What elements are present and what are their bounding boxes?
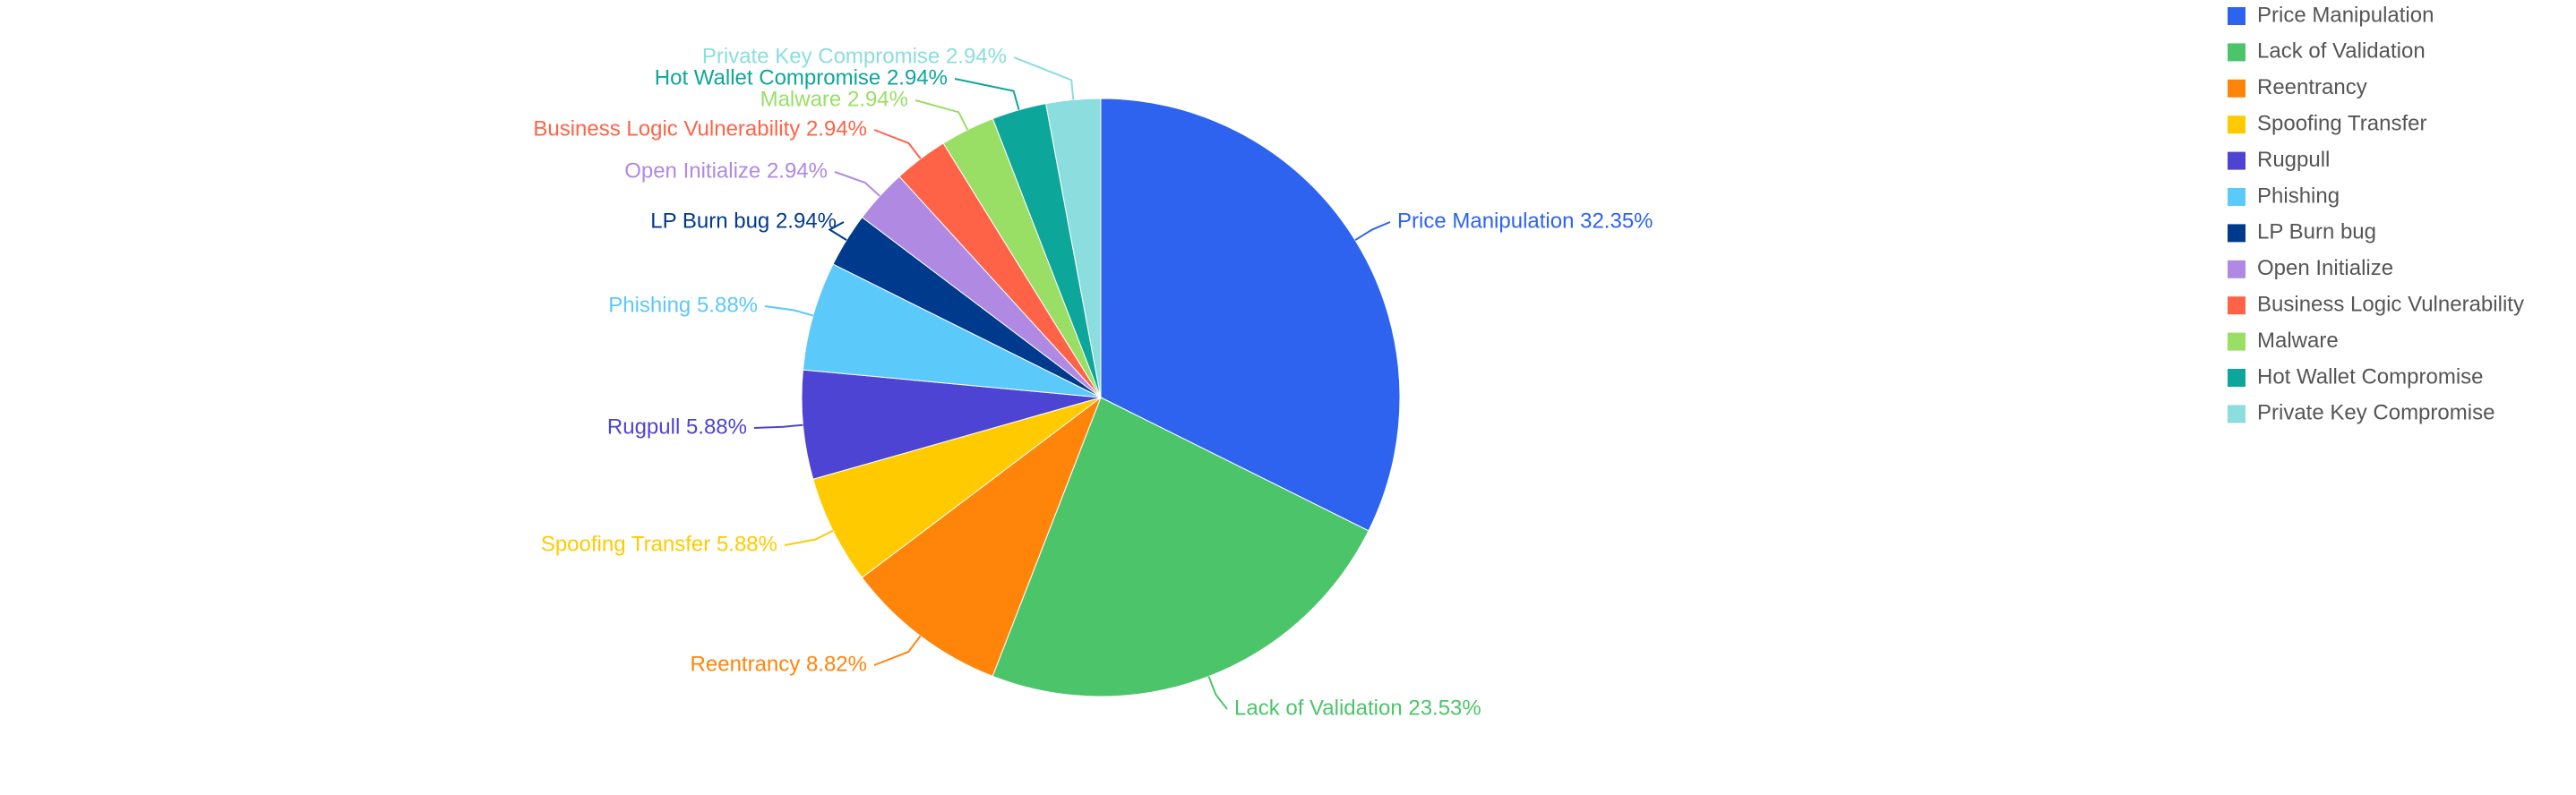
leader-line [1207, 676, 1228, 710]
pie-slice-rugpull[interactable] [801, 369, 1102, 480]
leader-line [784, 529, 834, 546]
legend-swatch [2228, 260, 2245, 278]
slice-label: LP Burn bug 2.94% [650, 209, 837, 233]
legend-label: Phishing [2257, 184, 2340, 208]
pie-slice-reentrancy[interactable] [861, 396, 1103, 678]
slice-label: Hot Wallet Compromise 2.94% [655, 65, 948, 90]
slice-label: Lack of Validation 23.53% [1234, 696, 1481, 720]
leader-line [954, 78, 1020, 110]
slice-labels: Price Manipulation 32.35% Lack of Validat… [533, 44, 1653, 720]
legend-label: Malware [2257, 329, 2339, 353]
pie-slice-lack-of-validation[interactable] [992, 397, 1370, 697]
legend-label: Price Manipulation [2257, 3, 2434, 27]
legend-item[interactable]: LP Burn bug [2228, 220, 2376, 244]
legend-label: Reentrancy [2257, 75, 2367, 99]
legend-swatch [2228, 332, 2245, 351]
pie-slice-price-manipulation[interactable] [1100, 98, 1401, 532]
leader-line [873, 635, 922, 666]
leader-line [1354, 221, 1391, 242]
leader-line [828, 221, 847, 241]
legend: Price Manipulation Lack of Validation Reen… [2228, 3, 2524, 425]
legend-item[interactable]: Phishing [2228, 184, 2340, 208]
legend-item[interactable]: Price Manipulation [2228, 3, 2434, 27]
legend-label: Rugpull [2257, 148, 2330, 172]
slice-label: Phishing 5.88% [608, 293, 758, 317]
legend-item[interactable]: Reentrancy [2228, 75, 2367, 99]
slice-label: Malware 2.94% [760, 87, 908, 111]
legend-swatch [2228, 188, 2245, 206]
slice-label: Business Logic Vulnerability 2.94% [533, 116, 867, 141]
legend-item[interactable]: Private Key Compromise [2228, 401, 2494, 425]
slice-label: Rugpull 5.88% [607, 415, 747, 439]
legend-swatch [2228, 224, 2245, 243]
pie-slice-spoofing-transfer[interactable] [812, 397, 1102, 578]
legend-label: Lack of Validation [2257, 39, 2426, 64]
leader-line [873, 129, 922, 160]
label-leader-lines [753, 56, 1391, 710]
legend-label: Spoofing Transfer [2257, 112, 2426, 136]
legend-swatch [2228, 115, 2245, 134]
legend-item[interactable]: Malware [2228, 329, 2339, 353]
legend-item[interactable]: Spoofing Transfer [2228, 112, 2426, 136]
leader-line [764, 305, 814, 317]
legend-label: Private Key Compromise [2257, 401, 2494, 425]
legend-item[interactable]: Rugpull [2228, 148, 2330, 172]
leader-line [834, 171, 880, 197]
leader-line [1013, 56, 1075, 100]
legend-item[interactable]: Open Initialize [2228, 256, 2393, 280]
legend-swatch [2228, 43, 2245, 62]
legend-swatch [2228, 7, 2245, 25]
legend-item[interactable]: Business Logic Vulnerability [2228, 293, 2524, 317]
legend-swatch [2228, 151, 2245, 170]
legend-item[interactable]: Hot Wallet Compromise [2228, 364, 2484, 389]
legend-label: Hot Wallet Compromise [2257, 364, 2484, 389]
slice-label: Spoofing Transfer 5.88% [541, 532, 777, 556]
legend-swatch [2228, 369, 2245, 387]
pie-slice-phishing[interactable] [802, 263, 1102, 398]
pie-slice-private-key-compromise[interactable] [1045, 98, 1102, 398]
slice-label: Price Manipulation 32.35% [1397, 209, 1653, 233]
legend-label: Business Logic Vulnerability [2257, 293, 2524, 317]
slice-label: Open Initialize 2.94% [624, 158, 828, 183]
slice-label: Reentrancy 8.82% [691, 652, 867, 676]
pie-slices [801, 98, 1401, 697]
leader-line [914, 99, 969, 131]
legend-item[interactable]: Lack of Validation [2228, 39, 2426, 64]
legend-swatch [2228, 296, 2245, 315]
slice-label: Private Key Compromise 2.94% [702, 44, 1007, 68]
leader-line [753, 423, 803, 429]
legend-swatch [2228, 405, 2245, 423]
legend-label: LP Burn bug [2257, 220, 2376, 244]
legend-label: Open Initialize [2257, 256, 2393, 280]
legend-swatch [2228, 79, 2245, 98]
